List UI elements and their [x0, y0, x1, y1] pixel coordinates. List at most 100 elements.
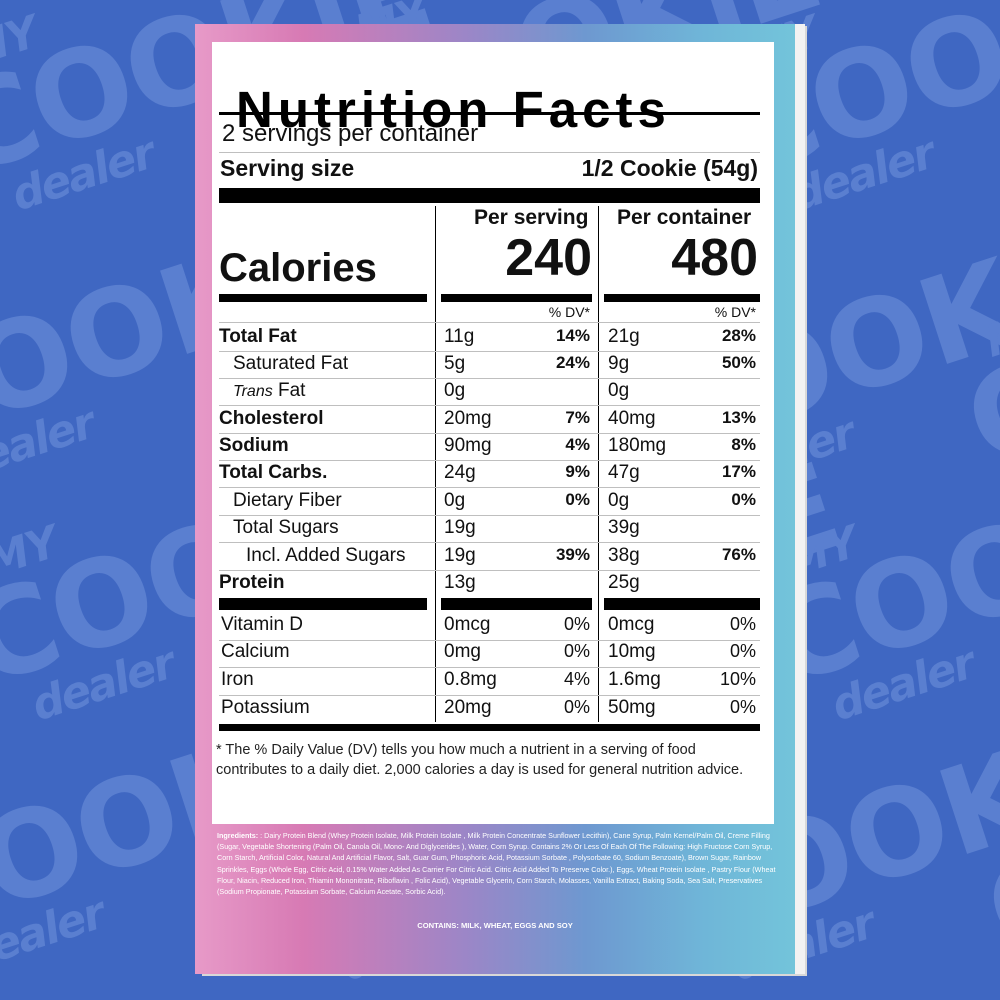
nutrient-amount-serving: 19g [444, 517, 476, 538]
nutrient-row-divider [219, 570, 760, 571]
nutrient-row-divider [219, 542, 760, 543]
nutrient-row-divider [219, 433, 760, 434]
nutrient-amount-container: 25g [608, 572, 640, 593]
nutrient-dv-serving: 4% [565, 435, 590, 454]
nutrient-name: Sodium [219, 435, 289, 456]
nutrient-dv-serving: 9% [565, 462, 590, 481]
vitamin-name: Potassium [221, 697, 310, 718]
ingredients-text: : Dairy Protein Blend (Whey Protein Isol… [217, 831, 776, 897]
nutrient-amount-serving: 20mg [444, 408, 492, 429]
nutrient-amount-container: 21g [608, 326, 640, 347]
ingredients-heading: Ingredients: [217, 831, 259, 840]
footnote: * The % Daily Value (DV) tells you how m… [216, 742, 744, 778]
vitamin-dv-serving: 0% [563, 614, 590, 634]
allergen-statement: CONTAINS: MILK, WHEAT, EGGS AND SOY [417, 921, 573, 930]
nutrient-amount-serving: 0g [444, 490, 466, 511]
calories-per-container: 480 [671, 229, 758, 287]
protein-rule-label [219, 598, 427, 610]
calories-rule-label [219, 294, 427, 302]
nutrient-name: Saturated Fat [233, 353, 349, 374]
nutrient-name: Total Sugars [233, 517, 339, 538]
ingredients-list: Ingredients: : Dairy Protein Blend (Whey… [217, 830, 777, 897]
calories-per-serving: 240 [505, 229, 592, 287]
nutrient-dv-container: 8% [731, 435, 756, 454]
nutrient-amount-serving: 24g [444, 462, 476, 483]
nutrient-dv-container: 0% [731, 490, 756, 509]
serving-size-label: Serving size [220, 155, 355, 181]
nutrient-name: Trans Fat [233, 380, 305, 402]
dv-header-serving: % DV* [548, 304, 590, 320]
calories-rule-container [604, 294, 760, 302]
title-rule [219, 112, 760, 115]
column-divider-1 [435, 206, 436, 722]
nutrient-amount-serving: 11g [444, 326, 475, 347]
vitamin-amount-serving: 0.8mg [444, 669, 497, 690]
vitamin-dv-container: 0% [729, 614, 756, 634]
servings-divider [219, 152, 760, 153]
nutrient-dv-serving: 24% [555, 353, 590, 372]
nutrition-facts-label: Nutrition Facts 2 servings per container… [212, 42, 774, 824]
nutrient-name-rest: Fat [272, 380, 306, 401]
nutrient-dv-serving: 7% [565, 408, 590, 427]
per-container-header: Per container [617, 206, 752, 229]
vitamin-row-divider [219, 695, 760, 696]
calories-label: Calories [219, 246, 377, 290]
vitamin-name: Vitamin D [221, 614, 304, 635]
nutrient-row-divider [219, 515, 760, 516]
nutrient-dv-container: 50% [721, 353, 756, 372]
nutrient-amount-serving: 0g [444, 380, 466, 401]
dv-header-container: % DV* [714, 304, 756, 320]
package-panel: Nutrition Facts 2 servings per container… [195, 24, 795, 974]
serving-size-value: 1/2 Cookie (54g) [581, 155, 758, 181]
nutrient-dv-container: 76% [721, 545, 756, 564]
per-serving-header: Per serving [474, 206, 589, 229]
nutrient-name: Cholesterol [219, 408, 324, 429]
nutrient-name: Total Fat [219, 326, 297, 347]
nutrient-row-divider [219, 351, 760, 352]
nutrient-amount-container: 38g [608, 545, 640, 566]
servings-per-container: 2 servings per container [222, 120, 479, 147]
nutrient-amount-container: 40mg [608, 408, 656, 429]
vitamin-name: Iron [221, 669, 254, 690]
nutrient-amount-serving: 5g [444, 353, 466, 374]
vitamin-row-divider [219, 640, 760, 641]
nutrient-dv-container: 17% [721, 462, 756, 481]
vitamins-bottom-rule [219, 724, 760, 731]
nutrient-dv-serving: 39% [555, 545, 590, 564]
nutrient-dv-serving: 14% [555, 326, 590, 345]
nutrient-amount-serving: 90mg [444, 435, 492, 456]
vitamin-dv-serving: 0% [563, 641, 590, 661]
protein-rule-container [604, 598, 760, 610]
nutrient-dv-serving: 0% [565, 490, 590, 509]
vitamin-row-divider [219, 667, 760, 668]
vitamin-dv-container: 0% [729, 641, 756, 661]
nutrient-amount-container: 9g [608, 353, 630, 374]
vitamin-amount-serving: 20mg [444, 697, 492, 718]
nutrient-dv-container: 13% [721, 408, 756, 427]
nutrient-amount-container: 39g [608, 517, 640, 538]
nutrient-name: Protein [219, 572, 285, 593]
nutrient-name: Dietary Fiber [233, 490, 342, 511]
nutrient-amount-serving: 13g [444, 572, 476, 593]
vitamin-amount-container: 10mg [608, 641, 656, 662]
nutrient-row-divider [219, 378, 760, 379]
vitamin-dv-container: 10% [719, 669, 756, 689]
nutrient-amount-container: 0g [608, 490, 630, 511]
nutrient-row-divider [219, 460, 760, 461]
vitamin-amount-container: 0mcg [608, 614, 655, 635]
nutrient-dv-container: 28% [721, 326, 756, 345]
vitamin-amount-serving: 0mcg [444, 614, 491, 635]
vitamin-dv-serving: 0% [563, 697, 590, 717]
nutrient-amount-container: 0g [608, 380, 630, 401]
vitamin-amount-serving: 0mg [444, 641, 481, 662]
nutrient-row-divider [219, 487, 760, 488]
nutrition-facts-title: Nutrition Facts [236, 81, 671, 138]
nutrient-row-divider [219, 405, 760, 406]
column-divider-2 [598, 206, 599, 722]
nutrient-amount-container: 180mg [608, 435, 667, 456]
vitamin-dv-serving: 4% [563, 669, 590, 689]
vitamin-name: Calcium [221, 641, 290, 662]
calories-rule-serving [441, 294, 592, 302]
nutrient-name: Total Carbs. [219, 462, 328, 483]
serving-size-rule [219, 188, 760, 203]
